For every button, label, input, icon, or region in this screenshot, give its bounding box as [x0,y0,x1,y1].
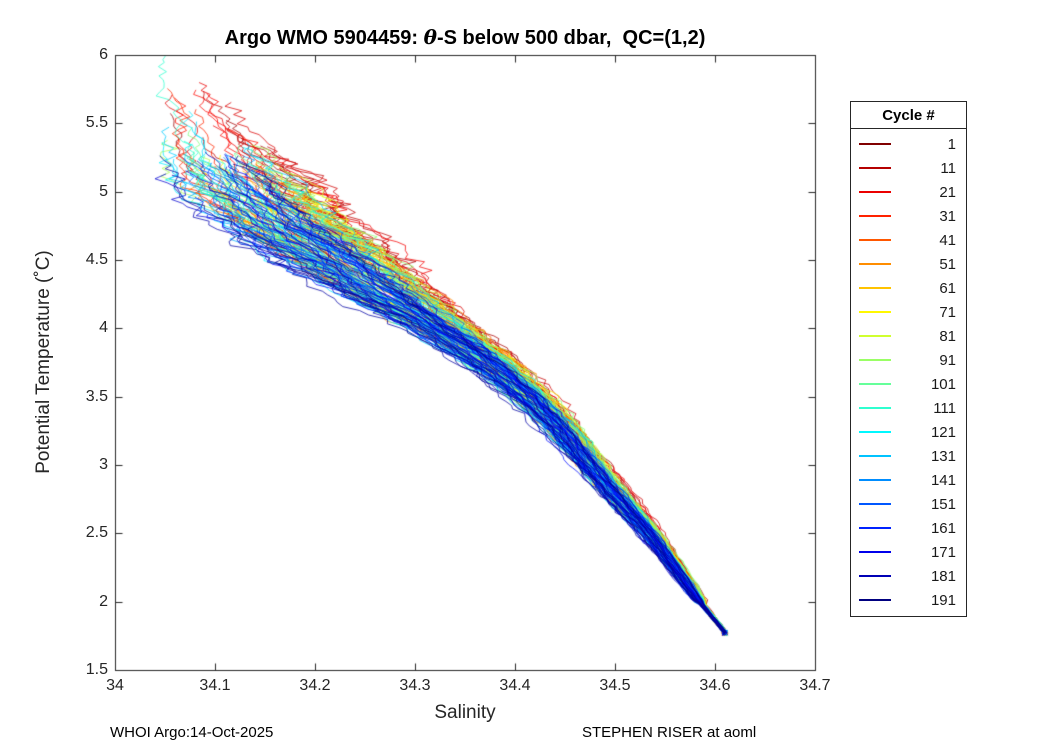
legend-entry: 151 [851,492,966,516]
y-tick-label: 1.5 [85,661,108,678]
footer-credit-left: WHOI Argo:14-Oct-2025 [110,724,274,741]
legend-entry-label: 1 [947,135,956,153]
legend-entry-label: 161 [930,519,956,537]
legend-entry-label: 121 [930,423,956,441]
legend: Cycle # 1 11 21 31 41 51 61 71 81 91 101 111 121 131 1… [850,101,967,617]
plot-title-prefix: Argo WMO 5904459: [224,27,424,49]
legend-entry-label: 41 [939,231,956,249]
legend-entries: 1 11 21 31 41 51 61 71 81 91 101 111 121 131 141 151 161… [851,129,966,616]
legend-entry-label: 71 [939,303,956,321]
legend-entry: 181 [851,564,966,588]
y-tick-label: 3 [99,456,108,473]
legend-line-sample [859,311,891,313]
x-tick-label: 34 [106,677,124,694]
y-tick-label: 5.5 [85,114,108,132]
x-tick-label: 34.4 [499,677,531,694]
legend-line-sample [859,551,891,553]
legend-entry-label: 131 [930,447,956,465]
legend-line-sample [859,287,891,289]
legend-entry: 81 [851,324,966,348]
x-tick-label: 34.6 [699,677,731,694]
legend-line-sample [859,527,891,529]
legend-line-sample [859,479,891,481]
plot-title-suffix: -S below 500 dbar, QC=(1,2) [436,27,706,49]
legend-line-sample [859,431,891,433]
legend-entry: 101 [851,372,966,396]
y-tick-label: 3.5 [85,387,108,405]
legend-entry: 11 [851,156,966,180]
legend-entry: 21 [851,180,966,204]
y-tick-label: 5 [99,182,108,200]
theta-symbol: θ [423,25,437,49]
legend-entry: 1 [851,132,966,156]
y-tick-label: 4 [99,319,108,337]
legend-line-sample [859,503,891,505]
legend-line-sample [859,599,891,601]
legend-entry-label: 31 [939,207,956,225]
legend-entry: 191 [851,588,966,612]
y-axis-label: Potential Temperature (˚C) [33,250,54,474]
legend-entry: 121 [851,420,966,444]
x-tick-label: 34.1 [199,677,231,694]
legend-entry: 31 [851,204,966,228]
legend-entry-label: 181 [930,567,956,585]
x-tick-label: 34.2 [299,677,331,694]
legend-line-sample [859,143,891,145]
legend-line-sample [859,575,891,577]
legend-entry: 71 [851,300,966,324]
legend-entry: 51 [851,252,966,276]
legend-entry: 171 [851,540,966,564]
legend-entry: 141 [851,468,966,492]
legend-line-sample [859,359,891,361]
legend-line-sample [859,263,891,265]
plot-title: Argo WMO 5904459: θ-S below 500 dbar, QC… [115,25,815,50]
legend-entry-label: 101 [930,375,956,393]
legend-entry-label: 141 [930,471,956,489]
legend-entry-label: 91 [939,351,956,369]
legend-entry-label: 191 [930,591,956,609]
legend-entry-label: 11 [940,159,956,177]
x-tick-label: 34.3 [399,677,431,694]
legend-line-sample [859,239,891,241]
y-tick-label: 2.5 [85,524,108,542]
legend-entry: 91 [851,348,966,372]
legend-line-sample [859,407,891,409]
legend-line-sample [859,383,891,385]
legend-title: Cycle # [851,102,966,129]
legend-line-sample [859,335,891,337]
legend-entry-label: 171 [930,543,956,561]
x-tick-label: 34.5 [599,677,631,694]
legend-line-sample [859,191,891,193]
legend-entry: 131 [851,444,966,468]
legend-entry: 161 [851,516,966,540]
legend-entry-label: 111 [933,399,956,417]
y-tick-label: 4.5 [85,251,108,268]
x-tick-label: 34.7 [799,677,831,694]
legend-line-sample [859,455,891,457]
x-axis-label: Salinity [434,702,496,723]
y-tick-label: 6 [99,46,108,63]
legend-entry-label: 61 [939,279,956,297]
legend-entry-label: 51 [939,255,956,273]
footer-credit-right: STEPHEN RISER at aoml [582,724,757,741]
legend-line-sample [859,167,891,169]
legend-entry-label: 81 [939,327,956,345]
legend-entry: 111 [851,396,966,420]
legend-entry: 61 [851,276,966,300]
legend-entry: 41 [851,228,966,252]
legend-line-sample [859,215,891,217]
legend-entry-label: 151 [930,495,956,513]
legend-entry-label: 21 [939,183,956,201]
y-tick-label: 2 [99,592,108,610]
